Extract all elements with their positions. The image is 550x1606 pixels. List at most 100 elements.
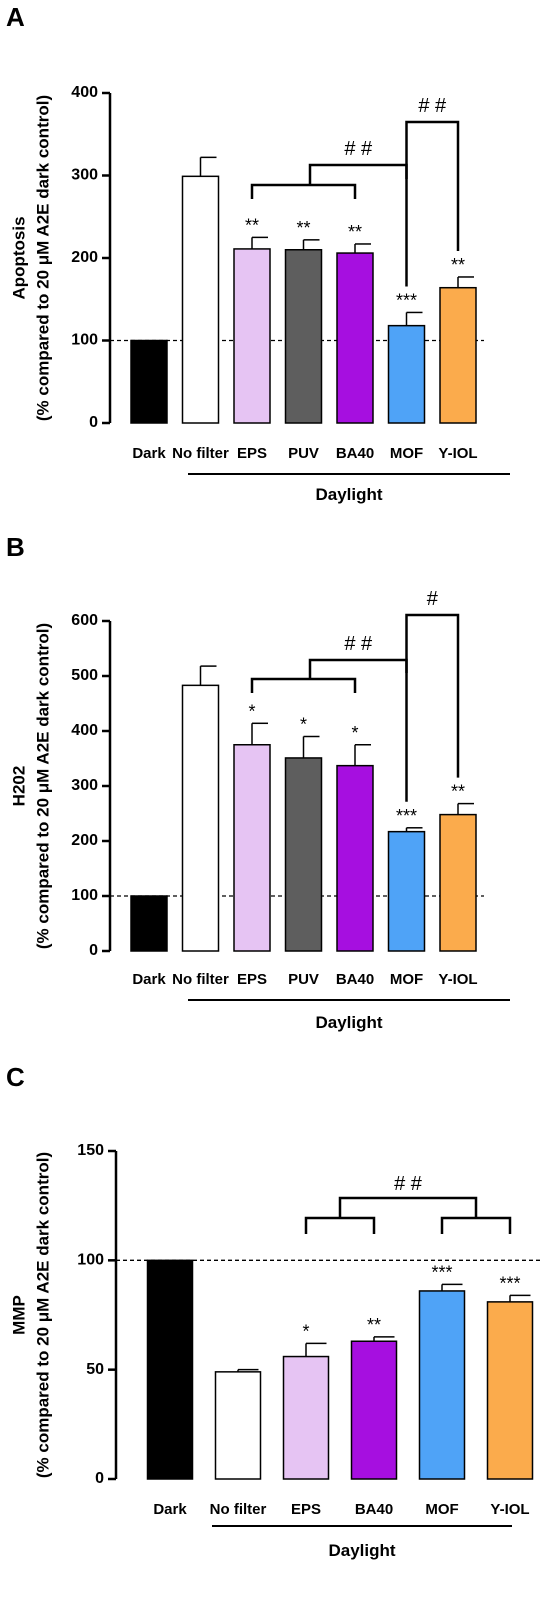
significance-label: * — [248, 701, 255, 721]
bar-mof — [418, 1290, 466, 1480]
significance-label: ** — [451, 782, 465, 802]
y-tick-label: 100 — [71, 887, 98, 904]
y-tick-label: 0 — [95, 1470, 104, 1487]
significance-label: ** — [296, 218, 310, 238]
y-tick-label: 400 — [71, 722, 98, 739]
comparison-label: # # — [344, 633, 373, 655]
category-label: EPS — [237, 445, 267, 462]
bar-ba40 — [350, 1340, 398, 1480]
comparison-bracket — [405, 120, 460, 251]
group-label: Daylight — [315, 1013, 382, 1032]
group-bracket — [440, 1216, 512, 1234]
bar-dark — [146, 1259, 194, 1480]
y-tick-label: 500 — [71, 667, 98, 684]
bar-ba40 — [336, 252, 374, 424]
category-label: Y-IOL — [438, 971, 477, 988]
y-axis-title: Apoptosis — [9, 216, 28, 299]
y-tick-label: 200 — [71, 249, 98, 266]
comparison-label: # # — [344, 138, 373, 160]
comparison-label: # # — [418, 95, 447, 117]
bar-y-iol — [439, 813, 477, 952]
comparison-label: # # — [394, 1173, 423, 1195]
significance-label: * — [300, 715, 307, 735]
y-tick-label: 300 — [71, 167, 98, 184]
category-label: No filter — [172, 445, 229, 462]
bar-no-filter — [181, 175, 220, 424]
category-label: BA40 — [336, 445, 374, 462]
y-axis-title: MMP — [9, 1295, 28, 1335]
y-axis-subtitle: (% compared to 20 μM A2E dark control) — [33, 1152, 52, 1478]
panel-letter: A — [6, 2, 25, 32]
bar-no-filter — [181, 684, 220, 952]
category-label: MOF — [390, 445, 423, 462]
comparison-bracket — [338, 1196, 478, 1218]
bar-dark — [130, 895, 168, 952]
bar-puv — [284, 249, 323, 424]
comparison-bracket — [308, 658, 408, 802]
group-label: Daylight — [328, 1541, 395, 1560]
category-label: EPS — [291, 1501, 321, 1518]
category-label: PUV — [288, 445, 319, 462]
bar-mof — [387, 830, 426, 952]
y-axis-subtitle: (% compared to 20 μM A2E dark control) — [33, 623, 52, 949]
comparison-bracket — [308, 163, 408, 287]
y-tick-label: 0 — [89, 942, 98, 959]
significance-label: * — [302, 1321, 309, 1341]
category-label: No filter — [172, 971, 229, 988]
category-label: Dark — [132, 971, 166, 988]
chart-panel-C: C MMP (% compared to 20 μM A2E dark contro… — [6, 1062, 541, 1560]
category-label: Y-IOL — [438, 445, 477, 462]
category-label: MOF — [390, 971, 423, 988]
panel-letter: C — [6, 1062, 25, 1092]
y-tick-label: 0 — [89, 414, 98, 431]
significance-label: *** — [499, 1273, 520, 1293]
category-label: No filter — [210, 1501, 267, 1518]
significance-label: ** — [348, 222, 362, 242]
y-axis-subtitle: (% compared to 20 μM A2E dark control) — [33, 95, 52, 421]
category-label: BA40 — [336, 971, 374, 988]
y-tick-label: 200 — [71, 832, 98, 849]
significance-label: ** — [245, 215, 259, 235]
category-label: MOF — [425, 1501, 458, 1518]
y-tick-label: 100 — [77, 1252, 104, 1269]
y-tick-label: 100 — [71, 332, 98, 349]
bar-eps — [282, 1355, 330, 1480]
y-tick-label: 150 — [77, 1142, 104, 1159]
bar-no-filter — [214, 1371, 262, 1480]
bar-eps — [233, 744, 271, 952]
significance-label: *** — [396, 290, 417, 310]
significance-label: *** — [431, 1262, 452, 1282]
bar-dark — [130, 339, 168, 424]
category-label: PUV — [288, 971, 319, 988]
comparison-label: # — [427, 588, 439, 610]
y-tick-label: 400 — [71, 84, 98, 101]
bar-mof — [387, 324, 426, 424]
significance-label: *** — [396, 806, 417, 826]
chart-panel-B: B H202 (% compared to 20 μM A2E dark contr… — [6, 532, 510, 1032]
bar-y-iol — [439, 286, 477, 424]
significance-label: ** — [451, 255, 465, 275]
group-bracket — [304, 1216, 376, 1234]
significance-label: * — [351, 723, 358, 743]
category-label: BA40 — [355, 1501, 393, 1518]
panel-letter: B — [6, 532, 25, 562]
group-label: Daylight — [315, 485, 382, 504]
y-tick-label: 300 — [71, 777, 98, 794]
significance-label: ** — [367, 1315, 381, 1335]
comparison-bracket — [405, 613, 460, 778]
chart-panel-A: A Apoptosis (% compared to 20 μM A2E dark … — [6, 2, 510, 504]
category-label: Dark — [132, 445, 166, 462]
group-bracket — [250, 677, 357, 693]
category-label: EPS — [237, 971, 267, 988]
bar-puv — [284, 757, 323, 952]
bar-y-iol — [486, 1301, 534, 1480]
category-label: Y-IOL — [490, 1501, 529, 1518]
y-tick-label: 50 — [86, 1361, 104, 1378]
bar-eps — [233, 248, 271, 424]
category-label: Dark — [153, 1501, 187, 1518]
group-bracket — [250, 183, 357, 199]
bar-ba40 — [336, 764, 374, 952]
y-tick-label: 600 — [71, 612, 98, 629]
y-axis-title: H202 — [9, 766, 28, 807]
